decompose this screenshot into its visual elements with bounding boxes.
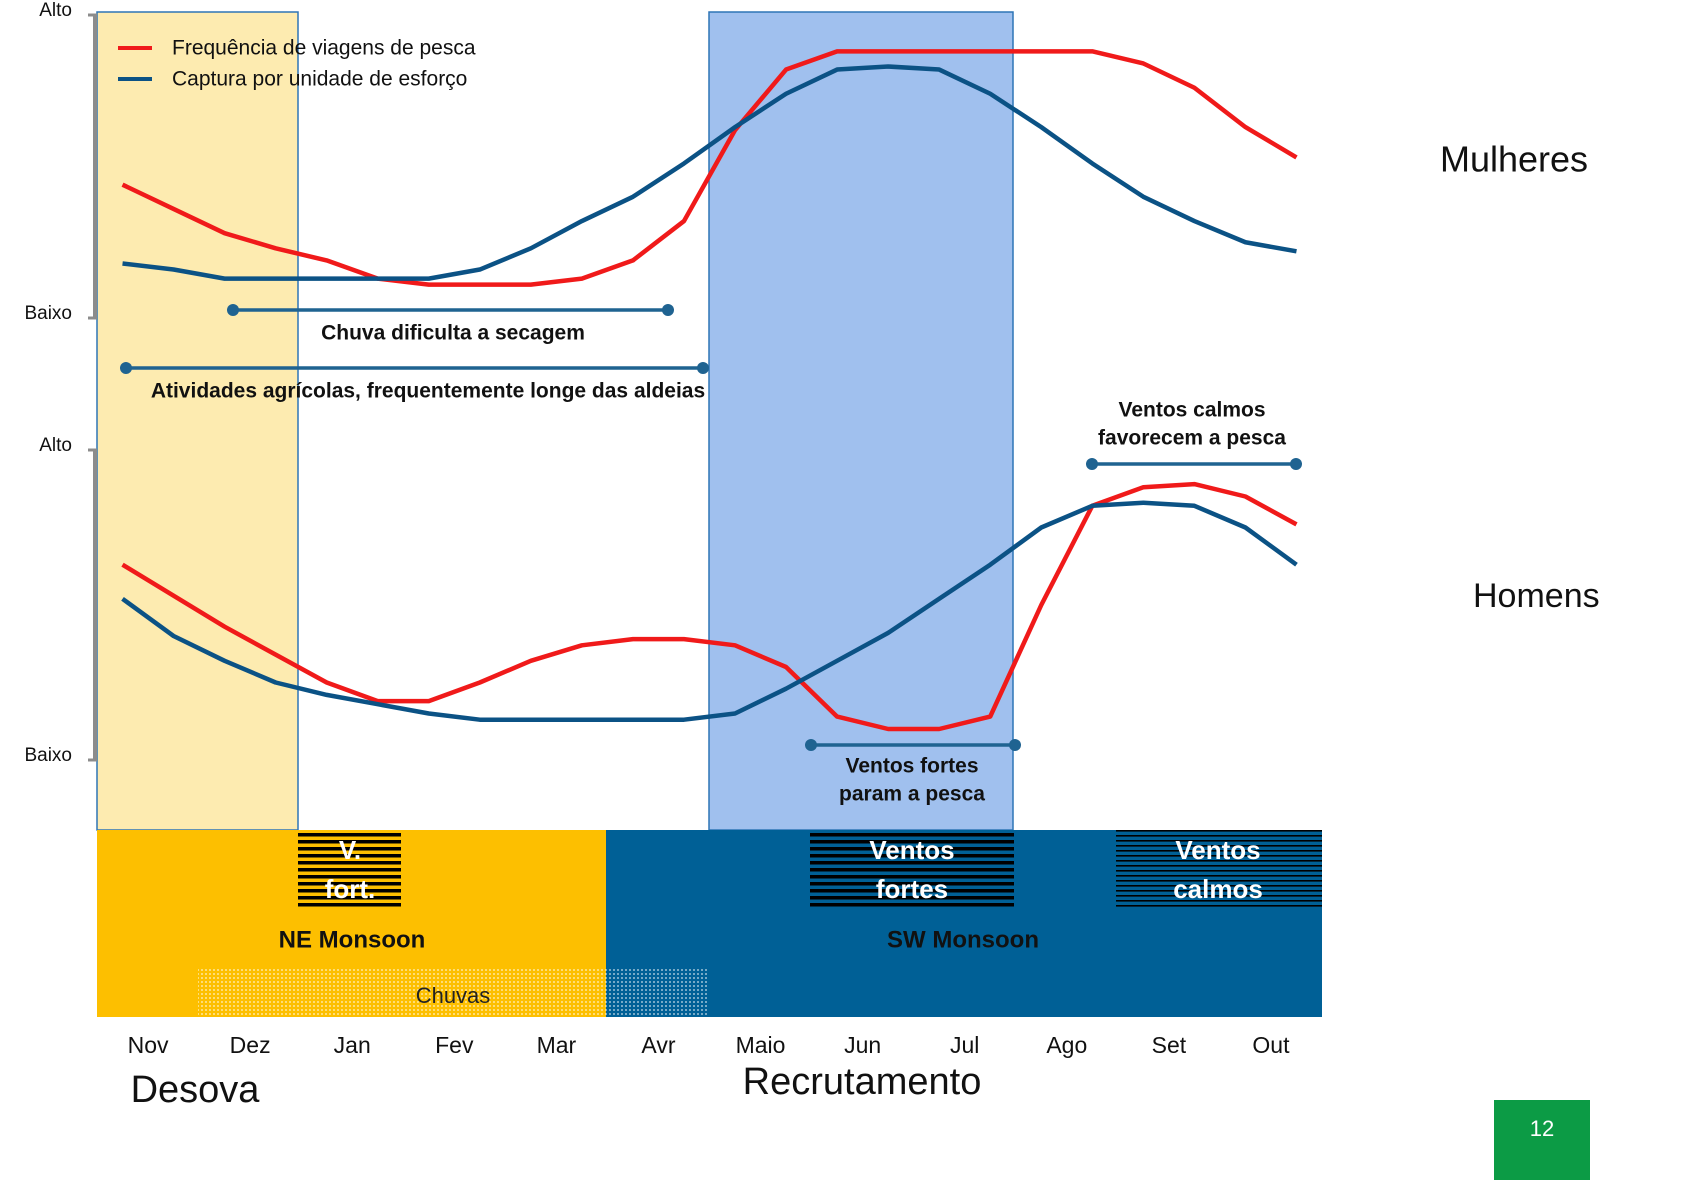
y-tick-label: Alto xyxy=(39,0,72,21)
wind-hatch xyxy=(298,830,401,907)
recruitment-period xyxy=(708,11,1014,831)
annotation-span xyxy=(227,304,674,316)
annotation: Atividades agrícolas, frequentemente lon… xyxy=(151,380,705,403)
annotation-span xyxy=(120,362,709,374)
y-tick-label: Alto xyxy=(39,435,72,456)
month-label: Avr xyxy=(641,1032,675,1058)
phase-label: Desova xyxy=(131,1069,261,1111)
y-tick-label: Baixo xyxy=(24,303,72,324)
month-label: Set xyxy=(1152,1032,1187,1058)
spawning-period xyxy=(96,11,299,831)
month-label: Jan xyxy=(334,1032,371,1058)
series-line xyxy=(121,500,1298,722)
series-line xyxy=(121,481,1298,732)
panel-label: Mulheres xyxy=(1440,139,1588,180)
series-line xyxy=(122,64,1297,281)
rain-band xyxy=(198,967,708,1017)
wind-hatch xyxy=(810,830,1014,907)
rain-label: Chuvas xyxy=(416,983,491,1008)
wind-label: fort. xyxy=(325,874,376,904)
month-axis: Nov Dez Jan Fev Mar Avr Maio Jun Jul Ago Set Out xyxy=(128,1032,1291,1058)
annotation-span xyxy=(1086,458,1302,470)
phase-label: Recrutamento xyxy=(743,1061,982,1103)
wind-label: calmos xyxy=(1173,874,1263,904)
season-label: NE Monsoon xyxy=(279,926,426,953)
month-label: Ago xyxy=(1046,1032,1087,1058)
month-label: Jul xyxy=(950,1032,979,1058)
annotation: Ventos calmos xyxy=(1118,399,1265,422)
legend-label: Frequência de viagens de pesca xyxy=(172,37,476,60)
month-label: Dez xyxy=(230,1032,271,1058)
legend-label: Captura por unidade de esforço xyxy=(172,68,467,91)
annotation-span xyxy=(805,739,1021,751)
annotation: Ventos fortes xyxy=(845,755,978,778)
annotation: favorecem a pesca xyxy=(1098,427,1286,450)
annotation: Chuva dificulta a secagem xyxy=(321,322,585,345)
month-label: Out xyxy=(1252,1032,1290,1058)
wind-label: V. xyxy=(339,835,361,865)
month-label: Nov xyxy=(128,1032,169,1058)
panel-label: Homens xyxy=(1473,577,1600,615)
page-number-box xyxy=(1494,1100,1590,1180)
wind-label: fortes xyxy=(876,874,948,904)
wind-hatch xyxy=(1116,830,1322,907)
wind-label: Ventos xyxy=(869,835,954,865)
month-label: Mar xyxy=(537,1032,577,1058)
month-label: Jun xyxy=(844,1032,881,1058)
annotation: param a pesca xyxy=(839,783,985,806)
page-number: 12 xyxy=(1530,1116,1554,1141)
wind-label: Ventos xyxy=(1175,835,1260,865)
y-tick-label: Baixo xyxy=(24,745,72,766)
season-label: SW Monsoon xyxy=(887,926,1039,953)
series-line xyxy=(121,49,1298,287)
month-label: Fev xyxy=(435,1032,474,1058)
plot: Baixo Alto Baixo Alto xyxy=(24,0,1298,766)
month-label: Maio xyxy=(736,1032,786,1058)
